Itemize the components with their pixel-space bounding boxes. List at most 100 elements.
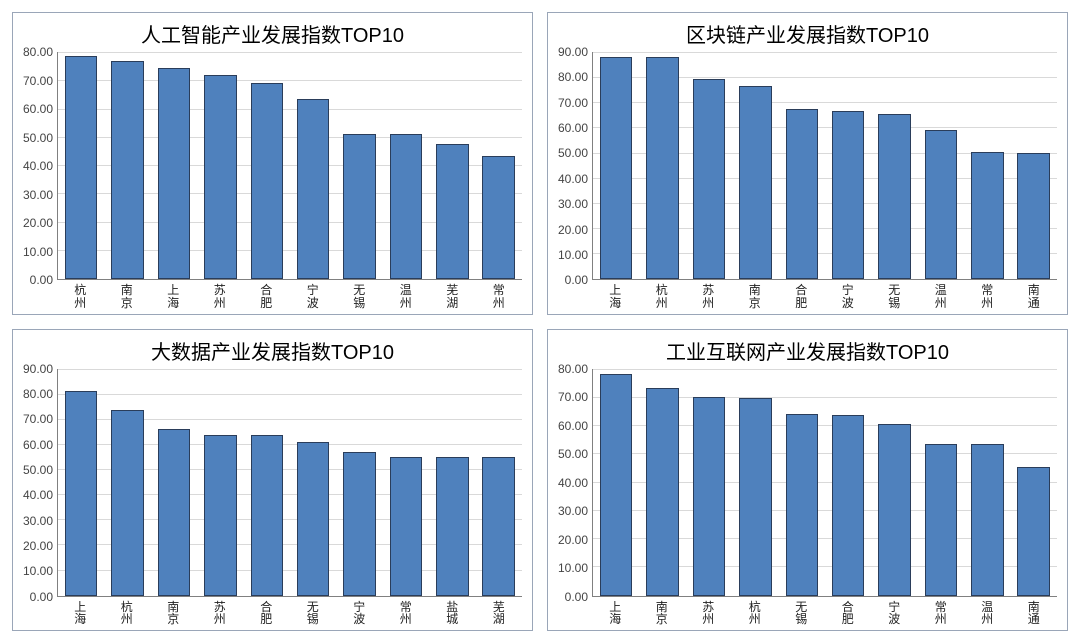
y-axis: 0.0010.0020.0030.0040.0050.0060.0070.008… [558,369,592,597]
chart-panel-0: 人工智能产业发展指数TOP10 0.0010.0020.0030.0040.005… [12,12,533,315]
x-label: 南通 [1027,284,1040,309]
x-label: 南京 [167,601,180,626]
x-label: 南京 [120,284,133,309]
bar [343,134,375,279]
bar [739,86,771,279]
x-label: 宁波 [306,284,319,309]
x-axis: 上海杭州苏州南京合肥宁波无锡温州常州南通 [558,284,1057,309]
x-label: 常州 [981,284,994,309]
x-label: 芜湖 [446,284,459,309]
chart-area: 0.0010.0020.0030.0040.0050.0060.0070.008… [558,369,1057,627]
bar [786,109,818,279]
bar [832,415,864,595]
bar [646,57,678,279]
chart-area: 0.0010.0020.0030.0040.0050.0060.0070.008… [23,52,522,310]
bar [925,444,957,596]
x-label: 无锡 [795,601,808,626]
x-label: 无锡 [353,284,366,309]
bar [158,429,190,596]
x-axis: 上海 南京 苏州 杭州 无锡 合肥 宁波 常州 温州 南通 [558,601,1057,626]
bar [204,435,236,595]
x-axis: 杭州 南京 上海 苏州 合肥 宁波 无锡 温州 芜湖 常州 [23,284,522,309]
plot-area [592,369,1057,597]
x-label: 上海 [609,284,622,309]
x-label: 温州 [399,284,412,309]
plot-area [592,52,1057,280]
x-label: 合肥 [795,284,808,309]
x-label: 温州 [934,284,947,309]
x-label: 合肥 [260,284,273,309]
bar [297,99,329,279]
x-label: 苏州 [702,284,715,309]
x-label: 杭州 [748,601,761,626]
chart-title: 人工智能产业发展指数TOP10 [23,19,522,48]
chart-panel-3: 工业互联网产业发展指数TOP10 0.0010.0020.0030.0040.00… [547,329,1068,632]
x-label: 南通 [1027,601,1040,626]
x-label: 合肥 [841,601,854,626]
chart-title: 大数据产业发展指数TOP10 [23,336,522,365]
x-label: 苏州 [702,601,715,626]
x-label: 杭州 [655,284,668,309]
bar [65,56,97,279]
bar [1017,153,1049,279]
bar [600,57,632,279]
chart-title: 工业互联网产业发展指数TOP10 [558,336,1057,365]
bar [343,452,375,596]
x-label: 上海 [74,601,87,626]
bar [111,61,143,280]
bar [832,111,864,279]
bar [1017,467,1049,596]
x-axis: 上海杭州南京苏州合肥无锡宁波常州盐城芜湖 [23,601,522,626]
bar [204,75,236,280]
x-label: 宁波 [353,601,366,626]
x-label: 常州 [934,601,947,626]
x-label: 上海 [167,284,180,309]
chart-area: 0.0010.0020.0030.0040.0050.0060.0070.008… [558,52,1057,310]
bar [111,410,143,596]
bar [878,114,910,279]
x-label: 上海 [609,601,622,626]
bar [693,397,725,596]
bar [646,388,678,595]
y-axis: 0.0010.0020.0030.0040.0050.0060.0070.008… [23,369,57,597]
x-label: 无锡 [306,601,319,626]
chart-area: 0.0010.0020.0030.0040.0050.0060.0070.008… [23,369,522,627]
bar [436,457,468,596]
plot-area [57,52,522,280]
bar [739,398,771,595]
bar [971,152,1003,280]
x-label: 宁波 [888,601,901,626]
x-label: 无锡 [888,284,901,309]
bar [600,374,632,596]
x-label: 杭州 [74,284,87,309]
bar [297,442,329,596]
y-axis: 0.0010.0020.0030.0040.0050.0060.0070.008… [23,52,57,280]
bar [390,134,422,279]
x-label: 宁波 [841,284,854,309]
chart-panel-1: 区块链产业发展指数TOP10 0.0010.0020.0030.0040.0050… [547,12,1068,315]
x-label: 苏州 [213,284,226,309]
x-label: 芜湖 [492,601,505,626]
bar [158,68,190,280]
bar [436,144,468,279]
x-label: 杭州 [120,601,133,626]
x-label: 常州 [399,601,412,626]
bar [878,424,910,596]
bar [971,444,1003,596]
chart-panel-2: 大数据产业发展指数TOP10 0.0010.0020.0030.0040.0050… [12,329,533,632]
x-label: 南京 [655,601,668,626]
x-label: 合肥 [260,601,273,626]
bar [65,391,97,596]
bar [786,414,818,596]
y-axis: 0.0010.0020.0030.0040.0050.0060.0070.008… [558,52,592,280]
x-label: 温州 [981,601,994,626]
bar [925,130,957,279]
plot-area [57,369,522,597]
bar [251,435,283,595]
bar [482,156,514,280]
chart-title: 区块链产业发展指数TOP10 [558,19,1057,48]
x-label: 常州 [492,284,505,309]
x-label: 苏州 [213,601,226,626]
bar [693,79,725,280]
bar [482,457,514,596]
